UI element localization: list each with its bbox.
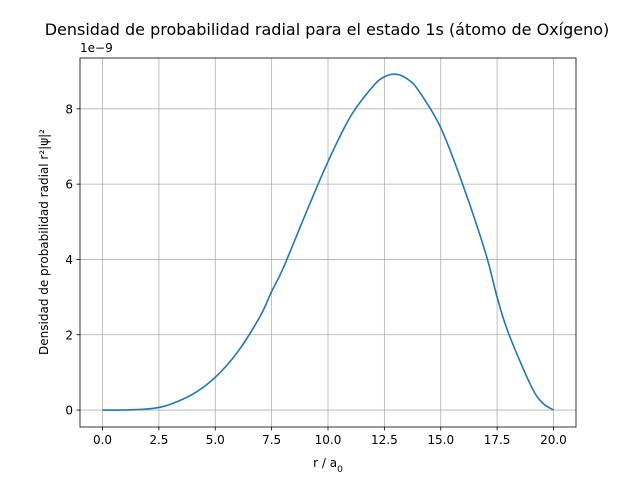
y-tick-label: 0 [65,404,73,418]
x-tick-label: 10.0 [315,433,342,447]
y-tick-label: 4 [65,253,73,267]
x-tick-label: 0.0 [93,433,112,447]
x-tick-label: 15.0 [427,433,454,447]
x-tick-label: 12.5 [371,433,398,447]
tick-layer: 0.0 2.5 5.0 7.5 10.0 12.5 15.0 17.5 20.0 0 2 4 6 8 [65,102,566,447]
y-tick-label: 8 [65,102,73,116]
y-tick-label: 2 [65,328,73,342]
x-axis-label: r / a0 [313,456,343,475]
x-tick-label: 2.5 [149,433,168,447]
y-tick-label: 6 [65,178,73,192]
chart-title: Densidad de probabilidad radial para el … [45,20,610,39]
density-series-line [102,73,554,411]
x-axis-label-main: r / a [313,456,337,470]
series-layer [102,73,554,411]
y-offset-text: 1e−9 [80,41,113,55]
x-tick-label: 17.5 [484,433,511,447]
grid-layer [80,58,576,427]
y-axis-label: Densidad de probabilidad radial r²|ψ|² [37,129,51,355]
x-tick-label: 20.0 [540,433,567,447]
x-tick-label: 7.5 [262,433,281,447]
x-axis-label-subscript: 0 [337,465,343,475]
x-tick-label: 5.0 [206,433,225,447]
